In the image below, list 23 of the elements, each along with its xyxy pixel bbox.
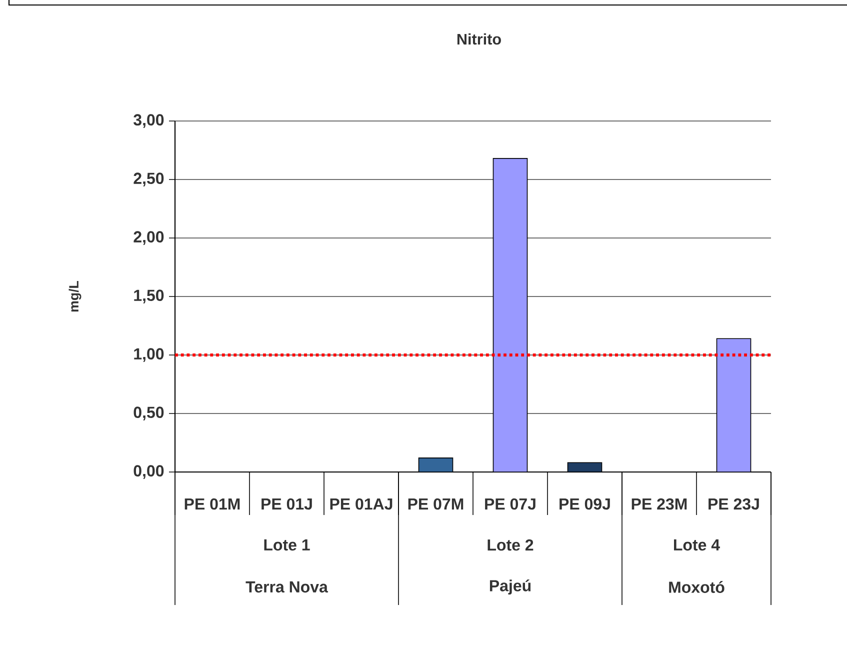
y-tick-label: 2,50 [134, 172, 164, 186]
y-tick-label: 2,00 [134, 231, 164, 245]
x-tick-label: PE 01M [184, 498, 240, 510]
text: Lote 1 [264, 539, 310, 551]
text: Lote 2 [488, 539, 534, 551]
text: Moxotó [669, 581, 724, 593]
x-tick-label: PE 23J [708, 498, 759, 510]
x-tick-label: PE 01AJ [330, 498, 392, 510]
y-axis-title: mg/L [68, 280, 82, 312]
x-tick-label: PE 09J [560, 498, 610, 510]
x-tick-label: PE 07J [485, 498, 536, 510]
text: Terra Nova [246, 581, 328, 593]
text: Lote 4 [674, 539, 720, 551]
text: Pajeú [490, 579, 531, 595]
y-tick-label: 0,50 [134, 406, 164, 420]
chart-title: Nitrito [457, 33, 501, 45]
x-tick-label: PE 01J [262, 498, 312, 510]
y-tick-label: 1,00 [134, 348, 164, 362]
y-tick-label: 3,00 [134, 114, 164, 128]
y-tick-label: 0,00 [134, 465, 164, 479]
x-tick-label: PE 23M [632, 498, 687, 510]
y-tick-label: 1,50 [134, 290, 164, 304]
x-tick-label: PE 07M [408, 498, 464, 510]
